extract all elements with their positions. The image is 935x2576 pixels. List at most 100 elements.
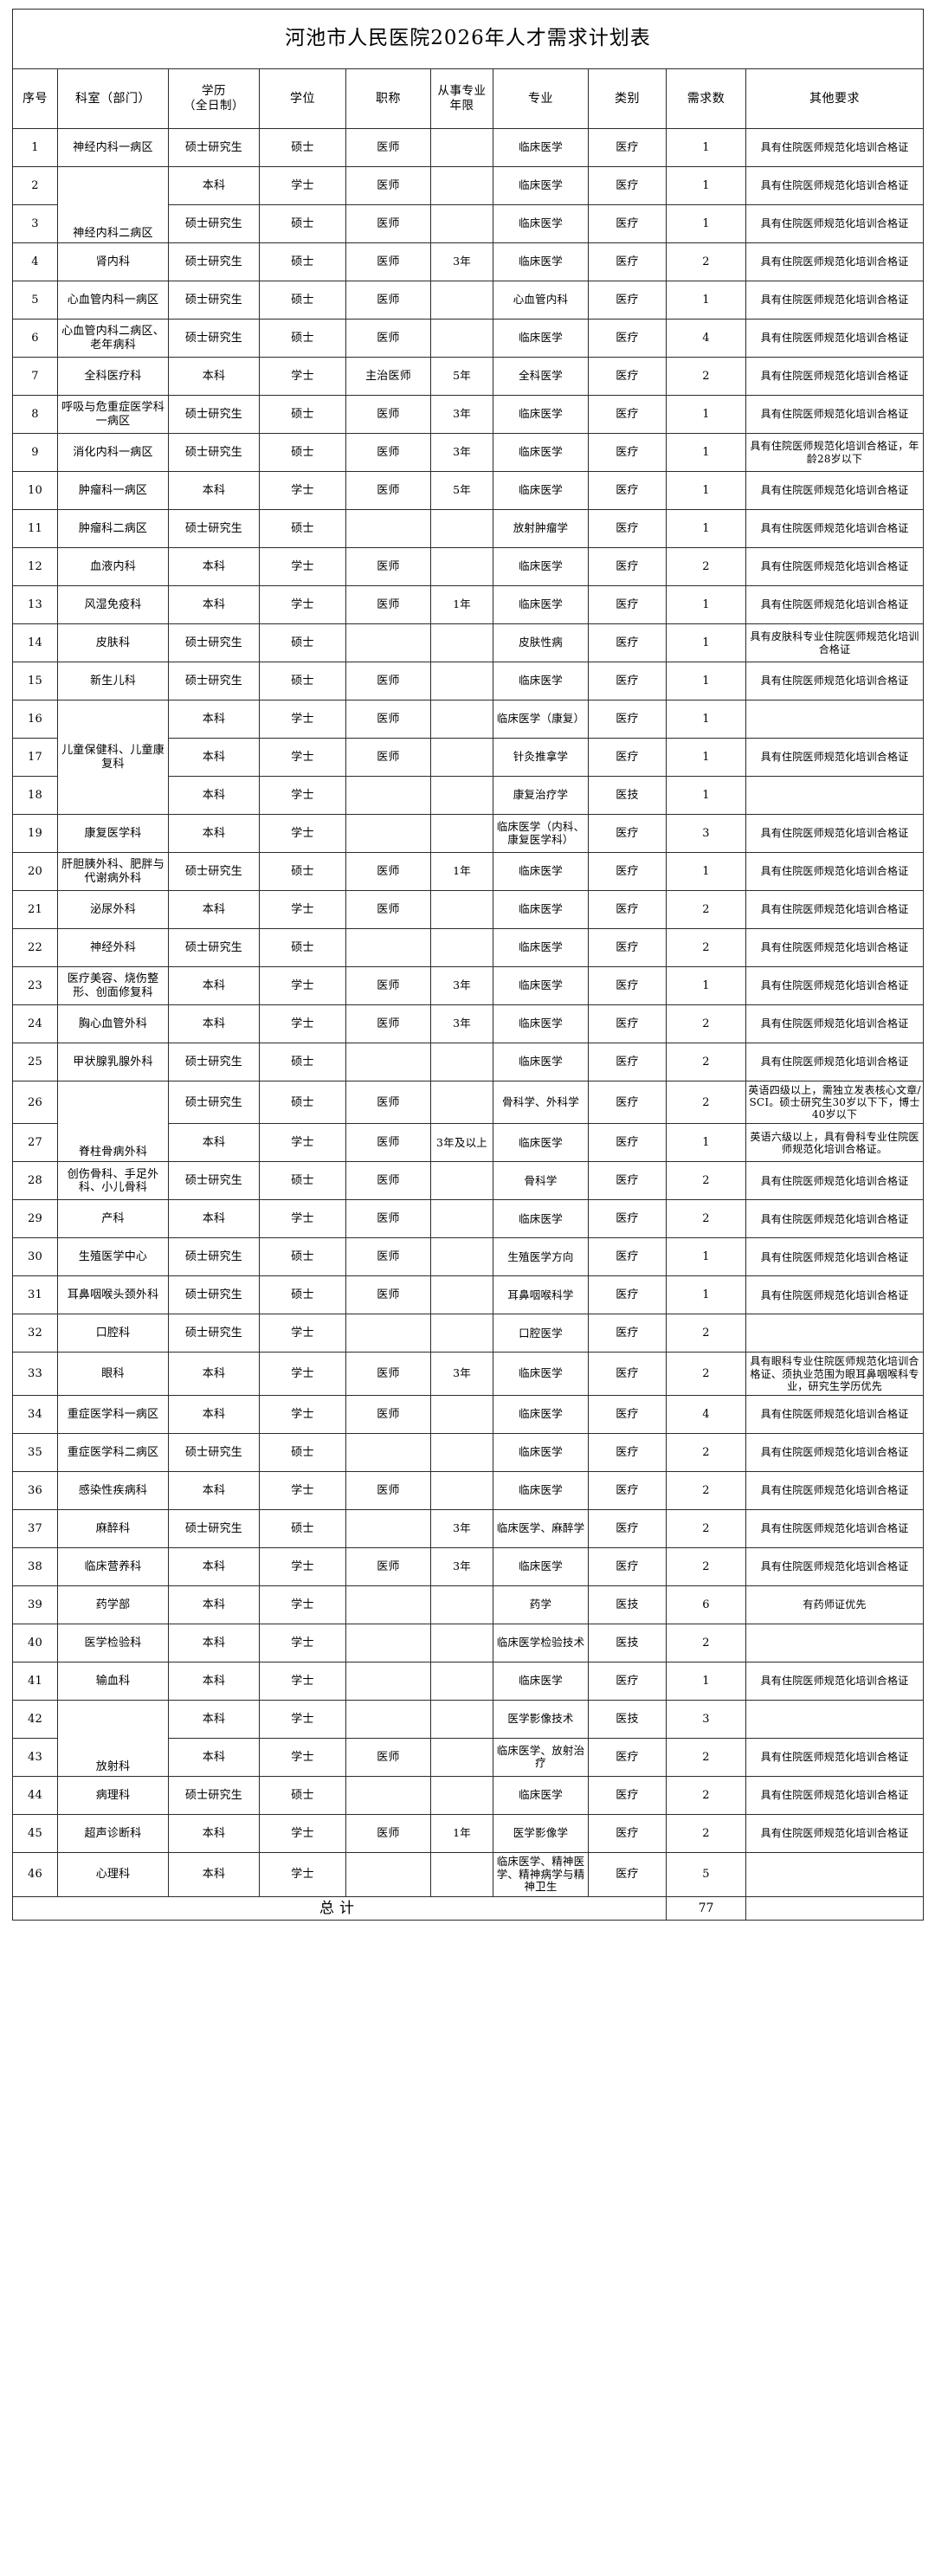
cell-cat: 医疗: [588, 1080, 667, 1125]
cell-num: 1: [666, 776, 746, 815]
cell-title: 医师: [345, 281, 431, 320]
cell-num: 6: [666, 1585, 746, 1624]
cell-deg: 学士: [259, 1199, 346, 1239]
cell-edu: 本科: [168, 1813, 260, 1853]
cell-years: [430, 319, 493, 358]
cell-edu: 本科: [168, 1394, 260, 1434]
cell-title: 主治医师: [345, 357, 431, 396]
table-row: 2 神经内科二病区 本科 学士 医师 临床医学 医疗 1 具有住院医师规范化培训合格证: [12, 166, 925, 243]
cell-years: [430, 814, 493, 853]
cell-num: 1: [666, 700, 746, 739]
cell-edu: 硕士研究生: [168, 395, 260, 434]
cell-other: 具有住院医师规范化培训合格证: [745, 1043, 925, 1081]
cell-deg: 学士: [259, 1546, 346, 1586]
cell-seq: 12: [12, 547, 58, 586]
table-row: 35 重症医学科二病区 硕士研究生 硕士 临床医学 医疗 2 具有住院医师规范化培训合格证: [12, 1432, 925, 1472]
cell-edu: 硕士研究生: [168, 1432, 260, 1472]
cell-dept: 医疗美容、烧伤整形、创面修复科: [57, 966, 169, 1005]
table-row: 4 肾内科 硕士研究生 硕士 医师 3年 临床医学 医疗 2 具有住院医师规范化培训合格证: [12, 242, 925, 281]
cell-years: [430, 1623, 493, 1662]
cell-years: [430, 928, 493, 967]
cell-deg: 硕士: [259, 662, 346, 700]
cell-other: 具有住院医师规范化培训合格证: [745, 357, 925, 396]
col-header-years-line2: 年限: [449, 99, 474, 113]
cell-seq: 30: [12, 1237, 58, 1277]
cell-major: 骨科学、外科学: [493, 1080, 589, 1125]
cell-years: 3年: [430, 1352, 493, 1396]
table-row: 37 麻醉科 硕士研究生 硕士 3年 临床医学、麻醉学 医疗 2 具有住院医师规范化培训合格证: [12, 1508, 925, 1548]
cell-edu: 本科: [168, 966, 260, 1005]
cell-dept: 肿瘤科一病区: [57, 471, 169, 510]
total-row: 总计 77: [12, 1896, 925, 1921]
cell-other: 具有住院医师规范化培训合格证: [745, 1432, 925, 1472]
cell-cat: 医疗: [588, 1352, 667, 1396]
table-row: 38 临床营养科 本科 学士 医师 3年 临床医学 医疗 2 具有住院医师规范化培训合格证: [12, 1546, 925, 1586]
cell-title: [345, 776, 431, 815]
cell-years: [430, 1470, 493, 1510]
table-row: 3 硕士研究生 硕士 医师 临床医学 医疗 1 具有住院医师规范化培训合格证: [12, 204, 925, 243]
cell-other: 具有住院医师规范化培训合格证: [745, 1737, 925, 1777]
cell-other: 具有住院医师规范化培训合格证: [745, 547, 925, 586]
cell-dept: 风湿免疫科: [57, 585, 169, 624]
cell-deg: 学士: [259, 1737, 346, 1777]
cell-major: 临床医学、麻醉学: [493, 1508, 589, 1548]
table-row: 30 生殖医学中心 硕士研究生 硕士 医师 生殖医学方向 医疗 1 具有住院医师规范化培训合格证: [12, 1237, 925, 1277]
cell-dept: 生殖医学中心: [57, 1237, 169, 1277]
cell-seq: 45: [12, 1813, 58, 1853]
cell-cat: 医疗: [588, 1813, 667, 1853]
table-row: 32 口腔科 硕士研究生 学士 口腔医学 医疗 2: [12, 1314, 925, 1353]
cell-seq: 17: [12, 738, 58, 777]
cell-edu: 硕士研究生: [168, 204, 260, 243]
col-header-years: 从事专业 年限: [430, 68, 493, 129]
cell-seq: 20: [12, 852, 58, 891]
cell-seq: 39: [12, 1585, 58, 1624]
cell-title: 医师: [345, 1004, 431, 1043]
cell-major: 临床医学: [493, 128, 589, 167]
cell-title: [345, 509, 431, 548]
cell-title: 医师: [345, 547, 431, 586]
cell-seq: 31: [12, 1275, 58, 1315]
cell-title: 医师: [345, 395, 431, 434]
cell-major: 临床医学: [493, 662, 589, 700]
recruitment-plan-table: 河池市人民医院2026年人才需求计划表 序号 科室（部门） 学历 （全日制） 学…: [11, 9, 925, 1921]
cell-cat: 医疗: [588, 928, 667, 967]
cell-dept: 脊柱骨病外科: [57, 1080, 169, 1163]
cell-deg: 硕士: [259, 1508, 346, 1548]
cell-major: 耳鼻咽喉科学: [493, 1275, 589, 1315]
cell-dept: 新生儿科: [57, 662, 169, 700]
table-row: 10 肿瘤科一病区 本科 学士 医师 5年 临床医学 医疗 1 具有住院医师规范化培训合格证: [12, 471, 925, 510]
cell-cat: 医疗: [588, 1546, 667, 1586]
cell-seq: 33: [12, 1352, 58, 1396]
cell-seq: 38: [12, 1546, 58, 1586]
cell-major: 临床医学: [493, 852, 589, 891]
cell-cat: 医疗: [588, 1043, 667, 1081]
cell-deg: 硕士: [259, 1161, 346, 1201]
cell-cat: 医技: [588, 776, 667, 815]
cell-other: 具有住院医师规范化培训合格证: [745, 966, 925, 1005]
cell-seq: 37: [12, 1508, 58, 1548]
cell-cat: 医疗: [588, 1661, 667, 1701]
cell-other: 具有住院医师规范化培训合格证: [745, 662, 925, 700]
cell-seq: 23: [12, 966, 58, 1005]
cell-seq: 8: [12, 395, 58, 434]
cell-num: 2: [666, 1314, 746, 1353]
cell-cat: 医疗: [588, 1432, 667, 1472]
cell-edu: 本科: [168, 166, 260, 205]
cell-title: 医师: [345, 1813, 431, 1853]
cell-title: 医师: [345, 433, 431, 472]
cell-dept: 放射科: [57, 1699, 169, 1777]
cell-years: 1年: [430, 585, 493, 624]
cell-seq: 35: [12, 1432, 58, 1472]
cell-other: [745, 1623, 925, 1662]
cell-title: 医师: [345, 1737, 431, 1777]
cell-seq: 29: [12, 1199, 58, 1239]
cell-seq: 22: [12, 928, 58, 967]
cell-title: 医师: [345, 1275, 431, 1315]
cell-edu: 硕士研究生: [168, 623, 260, 662]
cell-years: [430, 1080, 493, 1125]
cell-title: [345, 1508, 431, 1548]
cell-seq: 1: [12, 128, 58, 167]
cell-other: 具有住院医师规范化培训合格证: [745, 928, 925, 967]
cell-dept: 泌尿外科: [57, 890, 169, 929]
table-row: 39 药学部 本科 学士 药学 医技 6 有药师证优先: [12, 1585, 925, 1624]
